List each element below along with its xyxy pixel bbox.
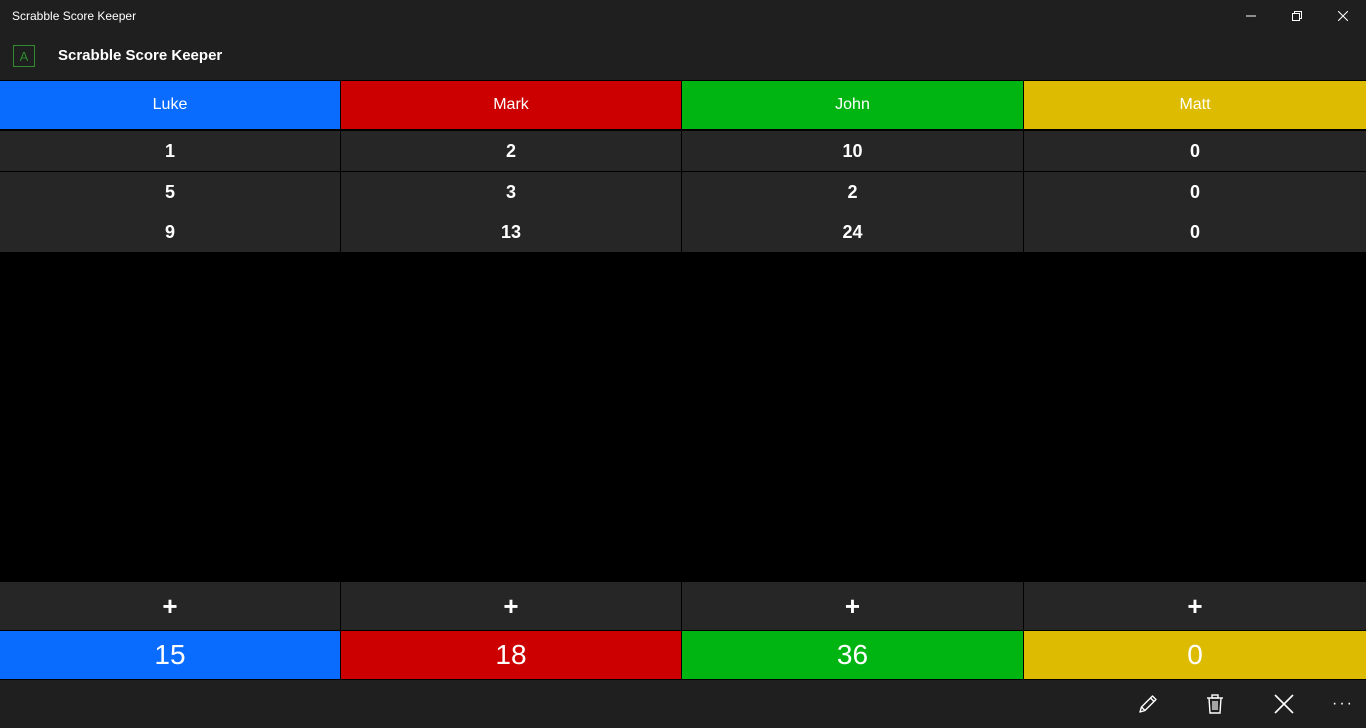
totals-row: 15 18 36 0	[0, 631, 1366, 679]
more-options-button[interactable]: ···	[1332, 695, 1354, 712]
restore-icon	[1292, 11, 1302, 21]
edit-icon	[1139, 695, 1157, 713]
total-john: 36	[682, 631, 1024, 679]
score-cell[interactable]: 2	[341, 131, 682, 171]
total-mark: 18	[341, 631, 682, 679]
score-cell[interactable]: 9	[0, 212, 341, 252]
add-score-button-matt[interactable]: +	[1024, 582, 1366, 630]
player-header-row: Luke Mark John Matt	[0, 81, 1366, 129]
clear-button[interactable]	[1256, 680, 1312, 728]
player-name-matt[interactable]: Matt	[1024, 81, 1366, 129]
title-bar: Scrabble Score Keeper	[0, 0, 1366, 32]
close-icon	[1338, 11, 1348, 21]
minimize-button[interactable]	[1228, 0, 1274, 32]
score-cell[interactable]: 0	[1024, 131, 1366, 171]
total-matt: 0	[1024, 631, 1366, 679]
score-row: 5 3 2 0	[0, 172, 1366, 212]
score-cell[interactable]: 10	[682, 131, 1024, 171]
player-name-john[interactable]: John	[682, 81, 1024, 129]
score-cell[interactable]: 3	[341, 172, 682, 212]
score-row: 1 2 10 0	[0, 131, 1366, 171]
score-cell[interactable]: 0	[1024, 172, 1366, 212]
window-title: Scrabble Score Keeper	[12, 9, 137, 23]
total-luke: 15	[0, 631, 341, 679]
app-logo: A	[13, 45, 35, 67]
player-name-luke[interactable]: Luke	[0, 81, 341, 129]
score-cell[interactable]: 1	[0, 131, 341, 171]
score-cell[interactable]: 5	[0, 172, 341, 212]
delete-icon	[1207, 694, 1223, 714]
player-name-mark[interactable]: Mark	[341, 81, 682, 129]
delete-button[interactable]	[1187, 680, 1243, 728]
add-score-button-luke[interactable]: +	[0, 582, 341, 630]
add-score-button-mark[interactable]: +	[341, 582, 682, 630]
close-window-button[interactable]	[1320, 0, 1366, 32]
add-score-row: + + + +	[0, 582, 1366, 630]
score-row: 9 13 24 0	[0, 212, 1366, 252]
add-score-button-john[interactable]: +	[682, 582, 1024, 630]
app-title: Scrabble Score Keeper	[58, 47, 223, 64]
minimize-icon	[1246, 15, 1256, 17]
close-icon	[1274, 694, 1294, 714]
score-cell[interactable]: 2	[682, 172, 1024, 212]
score-cell[interactable]: 13	[341, 212, 682, 252]
app-header: A Scrabble Score Keeper	[0, 32, 1366, 80]
score-cell[interactable]: 0	[1024, 212, 1366, 252]
edit-button[interactable]	[1120, 680, 1176, 728]
command-bar: ···	[0, 680, 1366, 728]
score-cell[interactable]: 24	[682, 212, 1024, 252]
restore-button[interactable]	[1274, 0, 1320, 32]
